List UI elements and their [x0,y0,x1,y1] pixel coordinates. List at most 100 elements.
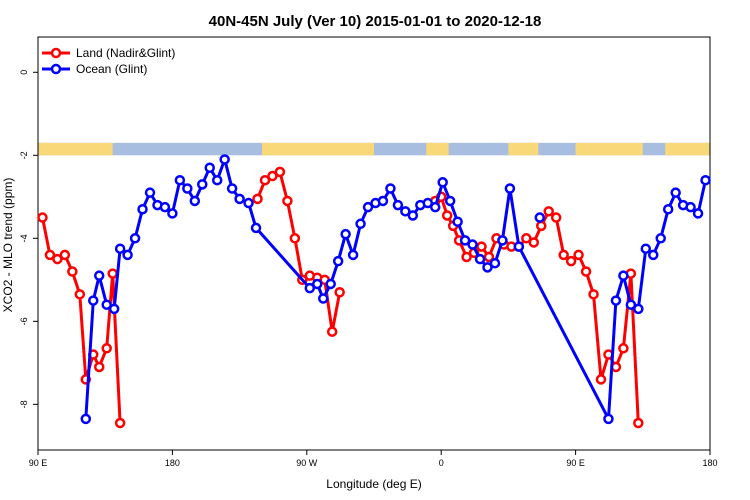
data-point [250,222,262,234]
data-point [685,201,696,213]
x-tick-label: 0 [439,458,444,468]
series-line [41,217,122,424]
data-point [482,262,493,273]
data-point [289,233,301,244]
y-tick-label: -6 [19,317,29,325]
data-point [452,216,463,227]
y-tick-label: -4 [19,234,29,242]
data-point [429,201,441,213]
strip-land-segment [508,142,539,156]
data-point [377,195,389,207]
data-point [219,154,230,165]
x-axis-label: Longitude (deg E) [326,477,421,491]
y-axis: 0 -2 -4 -6 -8 [19,70,38,408]
data-point [326,326,338,337]
data-point [340,228,351,240]
data-point [44,249,56,261]
data-point [101,343,112,354]
data-point [595,374,607,385]
data-point [603,413,614,425]
data-point [267,170,278,182]
data-point [476,241,487,252]
y-tick-label: 0 [19,70,29,75]
data-point [422,197,434,209]
data-point [252,193,263,205]
series-line [84,157,707,421]
data-point [59,249,71,261]
data-point [189,195,201,207]
data-point [243,197,254,209]
data-point [625,299,637,310]
data-point [648,249,659,261]
data-point [558,249,569,261]
data-point [536,220,547,232]
x-tick-label: 90 W [296,458,318,468]
data-point [618,343,629,354]
data-point [93,270,105,281]
data-point [441,210,453,221]
data-point [459,235,471,246]
y-tick-label: -8 [19,400,29,408]
land-ocean-strip [38,142,710,156]
data-point [67,266,78,277]
x-tick-label: 180 [702,458,717,468]
data-point [355,218,366,230]
data-point [312,278,323,290]
data-point [304,282,316,294]
data-point [137,204,148,215]
strip-land-segment [665,142,710,156]
data-point [633,417,644,429]
data-point [489,257,501,269]
legend: Land (Nadir&Glint) Ocean (Glint) [42,46,175,76]
data-point [550,212,562,223]
data-point [334,287,345,298]
data-point [461,251,472,263]
data-point [80,413,92,425]
data-point [234,193,245,205]
x-tick-label: 180 [165,458,180,468]
data-point [332,255,344,267]
data-point [483,251,495,263]
data-point [565,255,577,267]
x-axis: 90 E 180 90 W 0 90 E 180 [29,450,718,468]
series-line [256,170,342,334]
data-point [534,212,546,223]
strip-land-segment [38,142,113,156]
data-point [543,206,554,217]
data-point [52,253,63,265]
data-point [114,417,126,429]
data-point [610,295,622,306]
data-point [392,199,404,211]
data-point [211,174,223,186]
data-point [670,187,681,198]
data-point [640,243,652,254]
data-point [122,249,133,261]
strip-land-segment [262,142,374,156]
data-point [114,243,126,254]
data-point [633,303,644,315]
chart-title: 40N-45N July (Ver 10) 2015-01-01 to 2020… [209,13,542,30]
series-ocean [80,154,711,425]
data-point [274,166,286,178]
x-tick-label: 90 E [29,458,48,468]
data-point [400,206,411,217]
data-point [655,233,666,244]
data-point [129,233,141,244]
data-point [174,174,186,186]
data-point [521,233,532,244]
legend-label-ocean: Ocean (Glint) [76,62,147,76]
data-point [497,235,508,246]
data-point [101,299,112,310]
data-point [347,249,359,261]
data-point [182,183,193,194]
data-point [197,179,208,190]
data-point [618,270,629,281]
plot-frame [37,36,711,451]
data-point [474,253,486,265]
y-axis-label: XCO2 - MLO trend (ppm) [1,178,15,313]
data-point [467,239,478,250]
data-point [407,210,419,221]
strip-land-segment [426,142,449,156]
data-point [504,183,516,194]
data-point [167,208,178,219]
